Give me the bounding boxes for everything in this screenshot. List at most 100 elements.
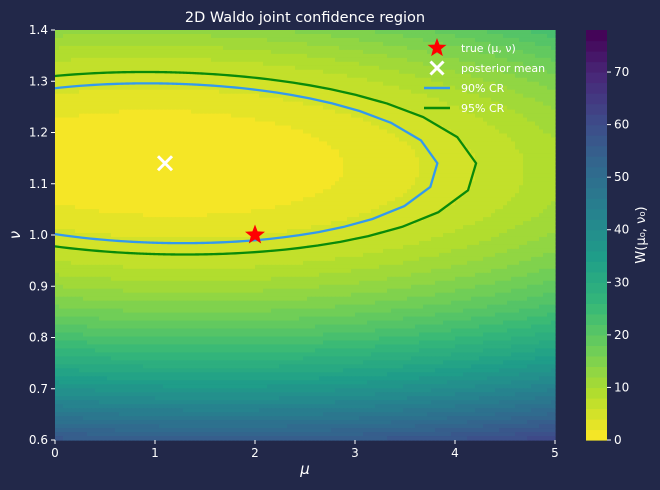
heatmap-cell xyxy=(243,49,248,55)
heatmap-cell xyxy=(307,117,312,123)
heatmap-cell xyxy=(303,45,308,51)
heatmap-cell xyxy=(131,173,136,178)
heatmap-cell xyxy=(347,61,352,67)
heatmap-cell xyxy=(399,45,404,51)
heatmap-cell xyxy=(211,137,216,143)
heatmap-cell xyxy=(383,57,388,63)
heatmap-cell xyxy=(215,133,220,139)
heatmap-cell xyxy=(303,53,308,59)
heatmap-cell xyxy=(419,81,424,87)
heatmap-cell xyxy=(487,53,492,59)
heatmap-cell xyxy=(415,109,420,115)
heatmap-cell xyxy=(103,53,108,59)
heatmap-cell xyxy=(323,109,328,115)
heatmap-cell xyxy=(467,81,472,87)
heatmap-cell xyxy=(443,125,448,131)
heatmap-cell xyxy=(519,125,524,131)
heatmap-cell xyxy=(371,33,376,39)
heatmap-cell xyxy=(367,89,372,95)
heatmap-cell xyxy=(91,181,96,186)
heatmap-cell xyxy=(387,113,392,119)
heatmap-cell xyxy=(135,165,140,170)
heatmap-cell xyxy=(271,181,276,186)
heatmap-cell xyxy=(447,101,452,107)
heatmap-cell xyxy=(451,185,456,190)
heatmap-cell xyxy=(311,61,316,67)
heatmap-cell xyxy=(187,169,192,174)
heatmap-cell xyxy=(303,181,308,186)
heatmap-cell xyxy=(231,129,236,135)
heatmap-cell xyxy=(179,105,184,111)
heatmap-cell xyxy=(139,169,144,174)
heatmap-cell xyxy=(299,129,304,135)
heatmap-cell xyxy=(59,65,64,71)
heatmap-cell xyxy=(515,109,520,115)
heatmap-cell xyxy=(503,169,508,174)
heatmap-cell xyxy=(535,97,540,103)
heatmap-cell xyxy=(439,30,444,35)
heatmap-cell xyxy=(75,45,80,51)
heatmap-cell xyxy=(207,105,212,111)
heatmap-cell xyxy=(515,129,520,135)
heatmap-cell xyxy=(203,57,208,63)
heatmap-cell xyxy=(447,141,452,147)
heatmap-cell xyxy=(87,153,92,158)
heatmap-cell xyxy=(515,125,520,131)
heatmap-cell xyxy=(259,129,264,135)
heatmap-cell xyxy=(195,57,200,63)
heatmap-cell xyxy=(91,185,96,190)
heatmap-cell xyxy=(279,69,284,75)
heatmap-cell xyxy=(307,181,312,186)
heatmap-cell xyxy=(311,149,316,154)
heatmap-cell xyxy=(411,105,416,111)
heatmap-cell xyxy=(543,49,548,55)
heatmap-cell xyxy=(503,133,508,139)
heatmap-cell xyxy=(223,185,228,190)
heatmap-cell xyxy=(551,161,556,166)
heatmap-cell xyxy=(267,61,272,67)
heatmap-cell xyxy=(111,105,116,111)
heatmap-cell xyxy=(403,105,408,111)
heatmap-cell xyxy=(543,89,548,95)
heatmap-cell xyxy=(351,77,356,83)
heatmap-cell xyxy=(219,173,224,178)
heatmap-cell xyxy=(395,53,400,59)
heatmap-cell xyxy=(515,141,520,147)
heatmap-cell xyxy=(519,137,524,143)
heatmap-cell xyxy=(451,117,456,123)
heatmap-cell xyxy=(455,81,460,87)
heatmap-cell xyxy=(439,113,444,119)
heatmap-cell xyxy=(115,109,120,115)
heatmap-cell xyxy=(119,73,124,79)
heatmap-cell xyxy=(419,129,424,135)
heatmap-cell xyxy=(383,129,388,135)
heatmap-cell xyxy=(319,45,324,51)
heatmap-cell xyxy=(235,133,240,139)
heatmap-cell xyxy=(231,145,236,151)
heatmap-cell xyxy=(363,137,368,143)
heatmap-cell xyxy=(235,137,240,143)
heatmap-cell xyxy=(251,169,256,174)
heatmap-cell xyxy=(443,89,448,95)
heatmap-cell xyxy=(315,149,320,154)
heatmap-cell xyxy=(127,117,132,123)
heatmap-cell xyxy=(167,33,172,39)
heatmap-cell xyxy=(499,97,504,103)
heatmap-cell xyxy=(435,153,440,158)
heatmap-cell xyxy=(371,89,376,95)
heatmap-cell xyxy=(495,81,500,87)
heatmap-cell xyxy=(475,177,480,182)
heatmap-cell xyxy=(143,185,148,190)
heatmap-cell xyxy=(407,177,412,182)
heatmap-cell xyxy=(471,121,476,127)
heatmap-cell xyxy=(379,85,384,91)
heatmap-cell xyxy=(323,173,328,178)
heatmap-cell xyxy=(419,169,424,174)
heatmap-cell xyxy=(203,181,208,186)
heatmap-cell xyxy=(499,30,504,35)
heatmap-cell xyxy=(311,33,316,39)
heatmap-cell xyxy=(375,30,380,35)
heatmap-cell xyxy=(539,49,544,55)
heatmap-cell xyxy=(215,129,220,135)
